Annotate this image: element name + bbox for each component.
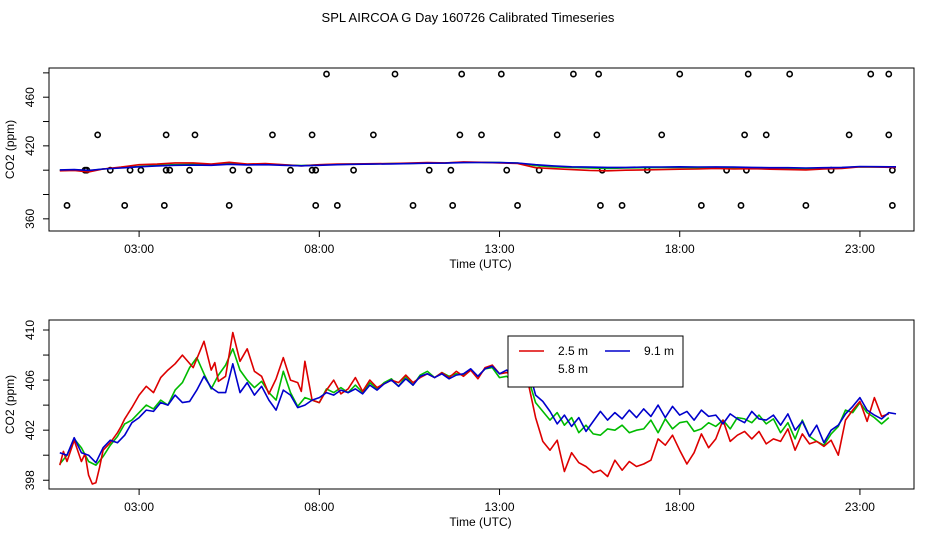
x-tick-label: 18:00 (665, 242, 695, 256)
y-tick-label: 420 (23, 136, 37, 156)
x-axis-label: Time (UTC) (449, 515, 511, 529)
x-tick-label: 03:00 (124, 242, 154, 256)
series-line-9-1-m (59, 161, 897, 172)
calibration-point (456, 131, 464, 139)
calibration-point (744, 70, 752, 78)
calibration-point (762, 131, 770, 139)
calibration-point (166, 166, 174, 174)
calibration-point (658, 131, 666, 139)
calibration-point (458, 70, 466, 78)
calibration-point (595, 70, 603, 78)
series-line-5-8-m (59, 347, 890, 467)
calibration-point (191, 131, 199, 139)
calibration-point (369, 131, 377, 139)
calibration-point (497, 70, 505, 78)
y-tick-label: 398 (23, 470, 37, 490)
calibration-point (94, 131, 102, 139)
calibration-point (126, 166, 134, 174)
calibration-point (593, 131, 601, 139)
y-tick-label: 360 (23, 209, 37, 229)
calibration-point (269, 131, 276, 139)
calibration-point (478, 131, 485, 139)
calibration-point (63, 202, 71, 209)
x-axis-label: Time (UTC) (449, 257, 511, 271)
calibration-point (323, 70, 330, 78)
x-tick-label: 03:00 (124, 500, 154, 514)
calibration-point (308, 166, 316, 174)
x-tick-label: 13:00 (485, 500, 515, 514)
series-line-9-1-m (59, 362, 897, 464)
figure-title: SPL AIRCOA G Day 160726 Calibrated Times… (322, 10, 615, 25)
calibration-point (121, 202, 129, 209)
calibration-point (845, 131, 853, 139)
calibration-point (802, 202, 810, 209)
calibration-point (697, 202, 705, 209)
x-tick-label: 08:00 (304, 500, 334, 514)
calibration-point (514, 202, 521, 209)
calibration-point (162, 131, 170, 139)
calibration-point (350, 166, 357, 174)
calibration-point (618, 202, 626, 209)
calibration-point (447, 166, 455, 174)
legend-box (507, 335, 684, 388)
y-tick-label: 406 (23, 370, 37, 390)
calibration-point (409, 202, 417, 209)
calibration-point (570, 70, 577, 78)
y-tick-label: 402 (23, 420, 37, 440)
x-tick-label: 23:00 (845, 242, 875, 256)
legend-label: 9.1 m (644, 344, 674, 358)
series-line-2-5-m (59, 331, 890, 485)
x-tick-label: 08:00 (304, 242, 334, 256)
calibration-point (333, 202, 341, 209)
calibration-point (425, 166, 433, 174)
calibration-point (308, 131, 316, 139)
calibration-point (186, 166, 193, 174)
calibration-point (162, 166, 170, 174)
calibration-point (597, 202, 604, 209)
calibration-point (503, 166, 511, 174)
calibration-point (245, 166, 253, 174)
y-tick-label: 410 (23, 320, 37, 340)
bottom-panel-profile: 03:00 08:00 13:00 18:00 23:00 Time (UTC) 398 40… (3, 319, 915, 529)
calibration-point (449, 202, 457, 209)
y-axis-label: CO2 (ppm) (3, 375, 17, 434)
calibration-point (737, 202, 745, 209)
calibration-point (229, 166, 237, 174)
calibration-point (888, 166, 896, 174)
calibration-point (160, 202, 168, 209)
calibration-point (885, 131, 893, 139)
plot-frame (48, 67, 915, 232)
calibration-point (786, 70, 794, 78)
x-tick-label: 13:00 (485, 242, 515, 256)
plot-frame (48, 319, 915, 490)
y-tick-label: 460 (23, 87, 37, 107)
calibration-point (225, 202, 233, 209)
calibration-point (391, 70, 399, 78)
calibration-point (312, 202, 320, 209)
legend: 2.5 m 9.1 m 5.8 m (507, 335, 684, 388)
calibration-point (867, 70, 875, 78)
y-axis-label: CO2 (ppm) (3, 120, 17, 179)
calibration-point (312, 166, 320, 174)
legend-label: 5.8 m (558, 362, 588, 376)
calibration-point (888, 202, 896, 209)
x-tick-label: 23:00 (845, 500, 875, 514)
legend-label: 2.5 m (558, 344, 588, 358)
calibration-point (741, 131, 749, 139)
calibration-point (676, 70, 684, 78)
x-tick-label: 18:00 (665, 500, 695, 514)
calibration-point (553, 131, 561, 139)
calibration-point (885, 70, 893, 78)
calibration-point (137, 166, 145, 174)
calibration-point (287, 166, 294, 174)
top-panel-all-samples: 03:00 08:00 13:00 18:00 23:00 Time (UTC) 360 42… (3, 67, 915, 271)
